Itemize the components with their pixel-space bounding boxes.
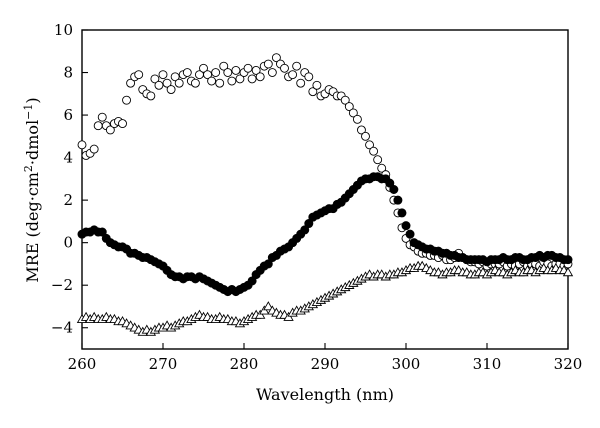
data-point-open-circle — [118, 119, 127, 129]
y-tick-label: −2 — [51, 276, 73, 294]
x-tick-label: 300 — [392, 355, 421, 373]
data-point-open-circle — [126, 78, 136, 88]
data-point-open-circle — [105, 125, 115, 135]
data-point-open-circle — [308, 87, 318, 97]
data-point-filled-circle — [97, 227, 107, 237]
data-point-open-circle — [150, 74, 160, 84]
y-axis-title: MRE (deg·cm2·dmol−1) — [22, 97, 42, 282]
data-point-open-circle — [154, 80, 164, 90]
x-axis-ticks: 260 270 280 290 300 310 320 — [68, 343, 583, 373]
data-point-open-circle — [207, 76, 217, 86]
data-point-filled-circle — [389, 185, 399, 195]
data-point-open-circle — [122, 95, 132, 105]
data-point-open-circle — [296, 78, 306, 88]
data-point-open-circle — [93, 121, 103, 131]
data-point-open-circle — [97, 112, 107, 122]
data-point-open-circle — [247, 74, 257, 84]
data-point-open-circle — [219, 61, 229, 71]
data-point-filled-circle — [405, 229, 415, 239]
data-point-open-triangle — [562, 267, 574, 277]
data-point-open-circle — [365, 140, 374, 150]
data-point-open-circle — [304, 72, 314, 82]
data-point-filled-circle — [393, 195, 403, 205]
data-point-open-circle — [134, 70, 144, 80]
x-tick-label: 320 — [554, 355, 583, 373]
data-point-open-circle — [158, 70, 168, 80]
data-point-open-circle — [227, 76, 237, 86]
data-point-open-circle — [344, 102, 354, 112]
data-point-open-circle — [255, 72, 265, 82]
data-point-open-circle — [280, 63, 289, 73]
data-point-open-circle — [77, 140, 87, 150]
data-point-open-circle — [361, 131, 370, 141]
data-point-open-circle — [146, 91, 156, 101]
series-open-circle — [77, 53, 573, 271]
data-point-open-circle — [170, 72, 180, 82]
data-point-open-circle — [340, 95, 350, 105]
data-point-open-circle — [190, 78, 200, 88]
data-point-open-circle — [373, 155, 383, 165]
y-axis-ticks: −4 −2 0 2 4 6 8 10 — [51, 21, 88, 337]
data-point-open-circle — [369, 146, 379, 156]
data-point-open-circle — [312, 80, 322, 90]
y-tick-label: −4 — [51, 319, 73, 337]
data-point-open-circle — [89, 144, 99, 154]
y-tick-label: 4 — [63, 149, 73, 167]
data-point-open-circle — [211, 68, 221, 77]
series-layer — [76, 53, 574, 336]
y-tick-label: 10 — [54, 21, 73, 39]
y-tick-label: 2 — [63, 191, 73, 209]
x-tick-label: 310 — [473, 355, 502, 373]
x-axis-title: Wavelength (nm) — [256, 385, 394, 404]
data-point-filled-circle — [563, 255, 573, 265]
data-point-open-circle — [182, 68, 192, 77]
data-point-open-circle — [292, 61, 302, 71]
data-point-filled-circle — [397, 208, 407, 218]
x-tick-label: 270 — [149, 355, 178, 373]
y-tick-label: 6 — [63, 106, 73, 124]
data-point-open-circle — [352, 114, 362, 124]
x-tick-label: 260 — [68, 355, 97, 373]
data-point-open-triangle — [263, 301, 274, 311]
data-point-open-circle — [166, 85, 176, 94]
data-point-open-circle — [223, 68, 233, 77]
data-point-open-circle — [271, 53, 281, 63]
data-point-filled-circle — [263, 259, 273, 269]
data-point-open-circle — [235, 74, 245, 84]
data-point-filled-circle — [300, 225, 310, 235]
data-point-open-circle — [251, 65, 261, 75]
data-point-open-circle — [174, 78, 184, 88]
data-point-open-circle — [288, 70, 298, 80]
y-tick-label: 8 — [63, 64, 73, 82]
data-point-open-circle — [215, 78, 225, 88]
y-tick-label: 0 — [63, 234, 73, 252]
data-point-filled-circle — [304, 219, 314, 229]
data-point-open-circle — [243, 63, 253, 73]
data-point-open-circle — [357, 125, 366, 135]
data-point-open-circle — [263, 59, 273, 69]
data-point-open-circle — [162, 78, 172, 88]
data-point-open-circle — [199, 63, 208, 73]
data-point-filled-circle — [385, 178, 395, 188]
data-point-open-circle — [348, 108, 358, 118]
data-point-open-circle — [267, 68, 277, 77]
data-point-filled-circle — [401, 221, 411, 231]
data-point-open-circle — [377, 163, 387, 173]
x-tick-label: 290 — [311, 355, 340, 373]
data-point-open-circle — [231, 65, 241, 75]
data-point-open-circle — [203, 70, 213, 80]
x-tick-label: 280 — [230, 355, 259, 373]
data-point-filled-circle — [247, 276, 257, 286]
series-filled-circle — [77, 172, 573, 297]
series-open-triangle — [76, 260, 574, 336]
